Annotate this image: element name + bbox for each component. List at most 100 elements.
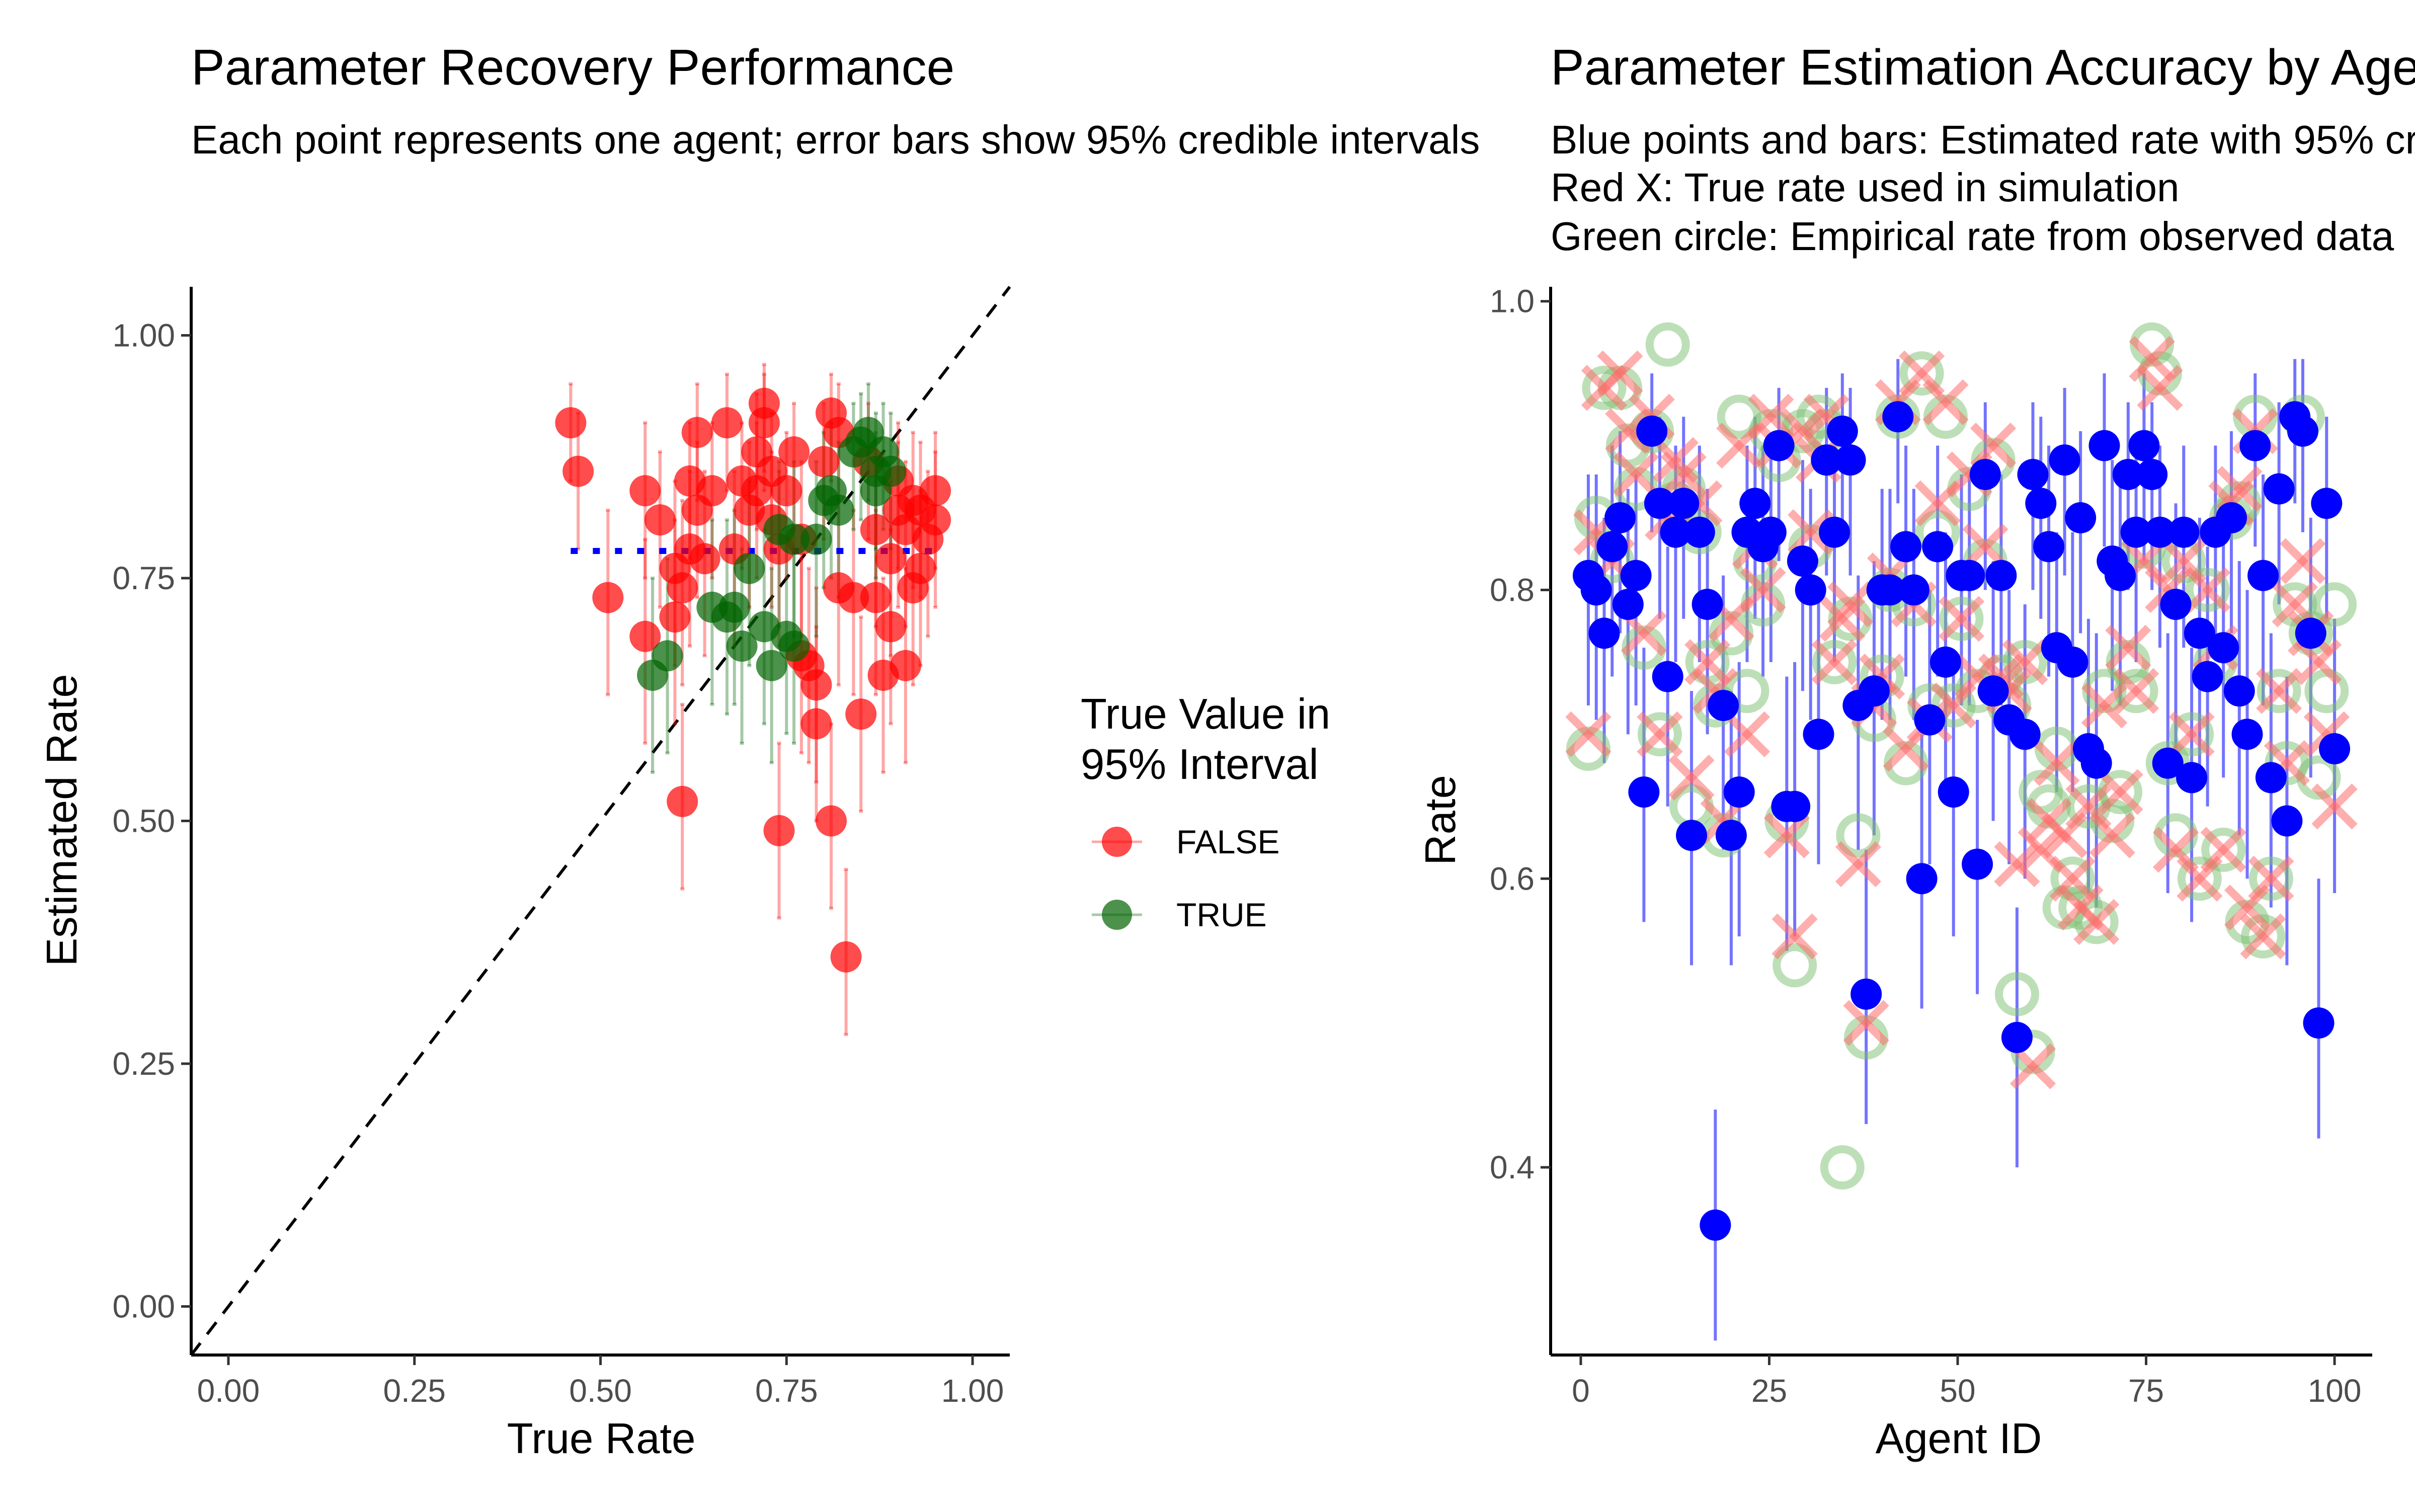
agent-true-x-52 xyxy=(1970,422,2017,469)
agent-estimate-point-11 xyxy=(1652,661,1683,692)
agent-estimate-point-46 xyxy=(1929,646,1961,678)
left-panel: Parameter Recovery Performance Each poin… xyxy=(38,39,1480,1463)
agent-estimate-point-87 xyxy=(2255,762,2287,793)
point-false-44 xyxy=(860,514,892,545)
agent-true-x-95 xyxy=(2311,783,2358,830)
agent-empirical-circle-43 xyxy=(1899,351,1944,396)
agent-empirical-circle-81 xyxy=(2201,827,2246,872)
agent-true-x-86 xyxy=(2240,913,2286,960)
agent-true-x-88 xyxy=(2256,668,2302,714)
left-x-tick-label-4: 1.00 xyxy=(941,1373,1004,1409)
agent-estimate-point-65 xyxy=(2080,747,2112,779)
left-x-axis-title: True Rate xyxy=(507,1415,696,1463)
agent-true-x-62 xyxy=(2049,855,2096,902)
point-true-13 xyxy=(800,523,832,555)
agent-estimate-point-70 xyxy=(2120,516,2152,548)
point-true-6 xyxy=(734,552,765,584)
left-y-tick-label-4: 1.00 xyxy=(112,317,175,354)
right-x-tick-label-0: 0 xyxy=(1572,1373,1590,1409)
agent-true-x-93 xyxy=(2295,639,2342,685)
left-chart-title: Parameter Recovery Performance xyxy=(191,39,954,96)
legend-title-line-1: True Value in xyxy=(1081,690,1330,738)
agent-estimate-point-82 xyxy=(2215,502,2247,534)
right-header-background xyxy=(1551,0,2415,282)
left-y-axis-title: Estimated Rate xyxy=(38,674,86,966)
agent-estimate-point-30 xyxy=(1803,719,1834,750)
agent-estimate-point-51 xyxy=(1969,458,2001,490)
agent-estimate-point-57 xyxy=(2017,458,2049,490)
point-false-14 xyxy=(689,543,720,575)
agent-estimate-point-75 xyxy=(2160,589,2192,620)
agent-true-x-46 xyxy=(1922,379,1969,426)
left-axis-ticks: 0.00 0.25 0.50 0.75 1.00 0.00 0.25 0.50 0.75 1.00 xyxy=(112,317,1004,1409)
agent-estimate-point-3 xyxy=(1588,617,1620,649)
agent-true-x-81 xyxy=(2200,827,2246,873)
point-false-45 xyxy=(860,582,892,613)
point-true-23 xyxy=(875,455,907,487)
agent-empirical-circle-27 xyxy=(1773,943,1817,988)
agent-empirical-circle-88 xyxy=(2257,669,2301,713)
agent-estimate-point-71 xyxy=(2128,430,2160,461)
point-false-42 xyxy=(845,698,877,730)
agent-estimate-point-12 xyxy=(1660,516,1692,548)
point-false-9 xyxy=(667,572,698,604)
agent-true-x-91 xyxy=(2280,538,2326,584)
agent-true-x-32 xyxy=(1811,639,1858,685)
point-true-11 xyxy=(778,630,810,662)
left-x-tick-label-1: 0.25 xyxy=(383,1373,446,1409)
agent-empirical-circle-55 xyxy=(1994,972,2039,1016)
agent-estimate-point-88 xyxy=(2263,473,2295,505)
agent-true-x-87 xyxy=(2248,855,2294,902)
point-false-55 xyxy=(905,552,936,584)
agent-empirical-circle-79 xyxy=(2185,568,2230,612)
agent-estimate-point-10 xyxy=(1644,488,1675,519)
agent-true-x-56 xyxy=(2002,639,2048,685)
agent-true-x-66 xyxy=(2081,682,2128,729)
agent-true-x-8 xyxy=(1621,610,1667,657)
point-false-48 xyxy=(875,543,907,575)
point-false-34 xyxy=(800,669,832,701)
point-false-12 xyxy=(681,417,713,448)
point-false-16 xyxy=(711,407,743,439)
agent-estimate-point-74 xyxy=(2152,747,2184,779)
agent-estimate-point-76 xyxy=(2168,516,2200,548)
agent-true-x-79 xyxy=(2184,567,2231,613)
agent-empirical-circle-32 xyxy=(1812,640,1857,684)
left-y-tick-label-2: 0.50 xyxy=(112,803,175,839)
agent-estimate-point-66 xyxy=(2088,430,2120,461)
point-false-5 xyxy=(644,504,676,536)
agent-estimate-point-83 xyxy=(2223,675,2255,707)
point-false-7 xyxy=(659,601,691,633)
agent-estimate-point-17 xyxy=(1700,1209,1731,1241)
agent-estimate-point-13 xyxy=(1668,488,1700,519)
agent-true-x-73 xyxy=(2137,365,2183,411)
agent-estimate-point-7 xyxy=(1620,560,1652,591)
agent-estimate-point-49 xyxy=(1954,560,1985,591)
agent-empirical-circle-78 xyxy=(2177,856,2222,901)
point-false-4 xyxy=(629,620,661,652)
point-false-37 xyxy=(816,805,847,837)
agent-estimate-point-9 xyxy=(1636,415,1668,447)
point-false-58 xyxy=(920,475,951,507)
right-y-tick-label-2: 0.8 xyxy=(1490,572,1535,608)
agent-true-x-35 xyxy=(1835,841,1882,888)
agent-estimate-point-93 xyxy=(2303,1007,2334,1039)
agent-empirical-circle-77 xyxy=(2169,712,2214,757)
agent-true-x-21 xyxy=(1724,711,1770,758)
point-false-29 xyxy=(778,436,810,468)
agent-estimate-point-61 xyxy=(2049,444,2080,476)
agent-estimate-point-15 xyxy=(1683,516,1715,548)
agent-true-x-55 xyxy=(1994,841,2040,888)
legend: True Value in 95% Interval FALSE TRUE xyxy=(1081,690,1330,933)
agent-empirical-circle-33 xyxy=(1820,1145,1865,1190)
right-chart-subtitle-line-1: Blue points and bars: Estimated rate wit… xyxy=(1551,117,2415,162)
legend-label-true: TRUE xyxy=(1176,896,1267,933)
agent-estimate-point-45 xyxy=(1922,531,1954,563)
agent-true-x-67 xyxy=(2089,812,2135,858)
agent-true-x-27 xyxy=(1772,913,1818,960)
agent-estimate-point-6 xyxy=(1612,589,1644,620)
point-false-47 xyxy=(875,611,907,643)
agent-true-x-1 xyxy=(1565,711,1612,758)
point-false-2 xyxy=(592,582,624,613)
right-x-tick-label-1: 25 xyxy=(1751,1373,1787,1409)
